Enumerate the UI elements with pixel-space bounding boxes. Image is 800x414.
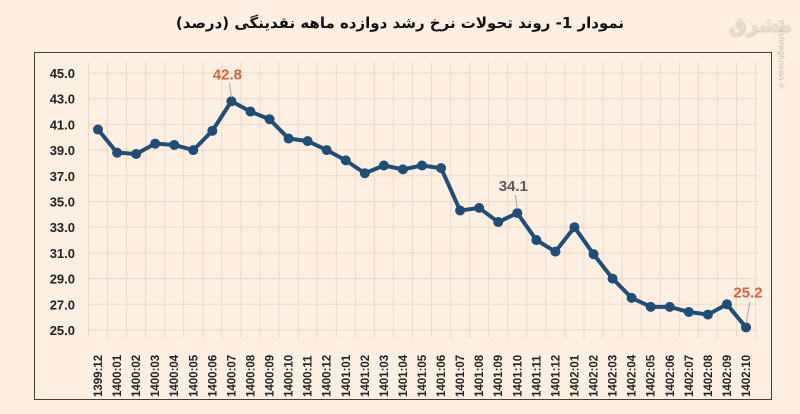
data-point xyxy=(188,145,199,156)
x-tick-label: 1401:07 xyxy=(455,355,467,397)
data-point xyxy=(245,106,256,117)
y-tick-label: 29.0 xyxy=(50,272,75,287)
y-axis: 45.0 43.0 41.0 39.0 37.0 35.0 33.0 31.0 29.0 27.0… xyxy=(50,66,75,338)
x-tick-label: 1402:05 xyxy=(646,354,658,397)
x-tick-label: 1400:05 xyxy=(188,354,200,397)
x-tick-label: 1400:09 xyxy=(265,355,277,397)
x-tick-label: 1402:10 xyxy=(741,355,753,397)
data-point xyxy=(607,273,618,284)
y-tick-label: 43.0 xyxy=(50,92,75,107)
x-tick-label: 1401:08 xyxy=(474,354,486,397)
data-point xyxy=(340,155,351,166)
chart-frame xyxy=(34,52,772,400)
x-axis: 1399:12 1400:01 1400:02 1400:03 1400:04 1400:… xyxy=(93,354,753,397)
y-tick-label: 31.0 xyxy=(50,246,75,261)
x-tick-label: 1400:08 xyxy=(245,354,257,397)
annotation-label: 25.2 xyxy=(733,284,762,301)
x-tick-label: 1402:08 xyxy=(703,354,715,397)
data-point xyxy=(741,322,751,333)
x-tick-label: 1400:06 xyxy=(207,355,219,397)
data-point xyxy=(359,168,370,179)
x-tick-label: 1401:04 xyxy=(398,354,410,397)
y-tick-label: 33.0 xyxy=(50,220,75,235)
y-tick-label: 41.0 xyxy=(50,117,75,132)
data-point xyxy=(397,164,408,175)
x-tick-label: 1402:07 xyxy=(684,355,696,397)
data-point xyxy=(93,124,103,135)
data-point xyxy=(283,133,294,144)
y-tick-label: 27.0 xyxy=(50,297,75,312)
data-point xyxy=(436,163,447,174)
x-tick-label: 1400:12 xyxy=(322,355,334,397)
x-tick-label: 1400:01 xyxy=(112,354,124,397)
y-tick-label: 39.0 xyxy=(50,143,75,158)
x-tick-label: 1400:02 xyxy=(131,355,143,397)
data-point xyxy=(531,235,542,246)
data-point xyxy=(264,114,275,125)
x-tick-label: 1400:04 xyxy=(169,354,181,397)
data-point xyxy=(302,136,313,147)
data-point xyxy=(169,139,180,150)
x-tick-label: 1400:11 xyxy=(303,355,315,397)
x-tick-label: 1402:01 xyxy=(569,354,581,397)
data-series xyxy=(93,96,751,333)
y-tick-label: 37.0 xyxy=(50,169,75,184)
x-tick-label: 1402:02 xyxy=(589,355,601,397)
mashregh-logo: مشرق xyxy=(728,12,792,36)
x-tick-label: 1401:09 xyxy=(493,355,505,397)
x-tick-label: 1400:03 xyxy=(150,355,162,397)
x-tick-label: 1399:12 xyxy=(93,355,105,397)
gridlines xyxy=(87,63,758,338)
annotation-label: 34.1 xyxy=(499,178,528,195)
y-tick-label: 35.0 xyxy=(50,195,75,210)
data-point xyxy=(664,301,675,312)
data-point xyxy=(493,217,504,228)
x-tick-label: 1400:10 xyxy=(284,355,296,397)
x-tick-label: 1401:05 xyxy=(417,354,429,397)
x-tick-label: 1401:11 xyxy=(531,355,543,397)
data-point xyxy=(378,160,389,171)
data-point xyxy=(645,301,656,312)
data-point xyxy=(417,160,427,171)
data-point xyxy=(321,145,332,156)
data-point xyxy=(569,222,580,233)
data-point xyxy=(207,125,218,136)
x-tick-label: 1401:06 xyxy=(436,355,448,397)
x-tick-label: 1402:09 xyxy=(722,355,734,397)
x-tick-label: 1401:12 xyxy=(550,355,562,397)
x-tick-label: 1401:10 xyxy=(512,355,524,397)
data-point xyxy=(721,299,732,310)
data-point xyxy=(626,292,637,303)
x-tick-label: 1401:03 xyxy=(379,355,391,397)
y-tick-label: 45.0 xyxy=(50,66,75,81)
x-tick-label: 1402:04 xyxy=(627,354,639,397)
data-point xyxy=(226,96,237,107)
data-point xyxy=(550,246,561,257)
data-annotations: 42.8 34.1 25.2 xyxy=(213,66,763,324)
data-point xyxy=(512,208,523,219)
y-tick-label: 25.0 xyxy=(50,323,75,338)
data-point xyxy=(588,249,599,260)
data-point xyxy=(150,138,161,149)
x-tick-label: 1402:03 xyxy=(608,355,620,397)
x-tick-label: 1401:02 xyxy=(360,355,372,397)
x-tick-label: 1401:01 xyxy=(341,354,353,397)
data-point xyxy=(474,202,485,213)
watermark-url: mashreghnews.ir xyxy=(777,20,786,89)
data-point xyxy=(112,147,123,158)
series-line xyxy=(96,99,748,329)
chart-title: نمودار 1- روند تحولات نرخ رشد دوازده ماه… xyxy=(175,14,625,32)
data-point xyxy=(683,307,694,318)
annotation-label: 42.8 xyxy=(213,66,242,83)
data-point xyxy=(131,148,142,159)
x-tick-label: 1400:07 xyxy=(226,355,238,397)
x-tick-label: 1402:06 xyxy=(665,355,677,397)
data-point xyxy=(455,205,466,216)
data-point xyxy=(702,309,713,320)
